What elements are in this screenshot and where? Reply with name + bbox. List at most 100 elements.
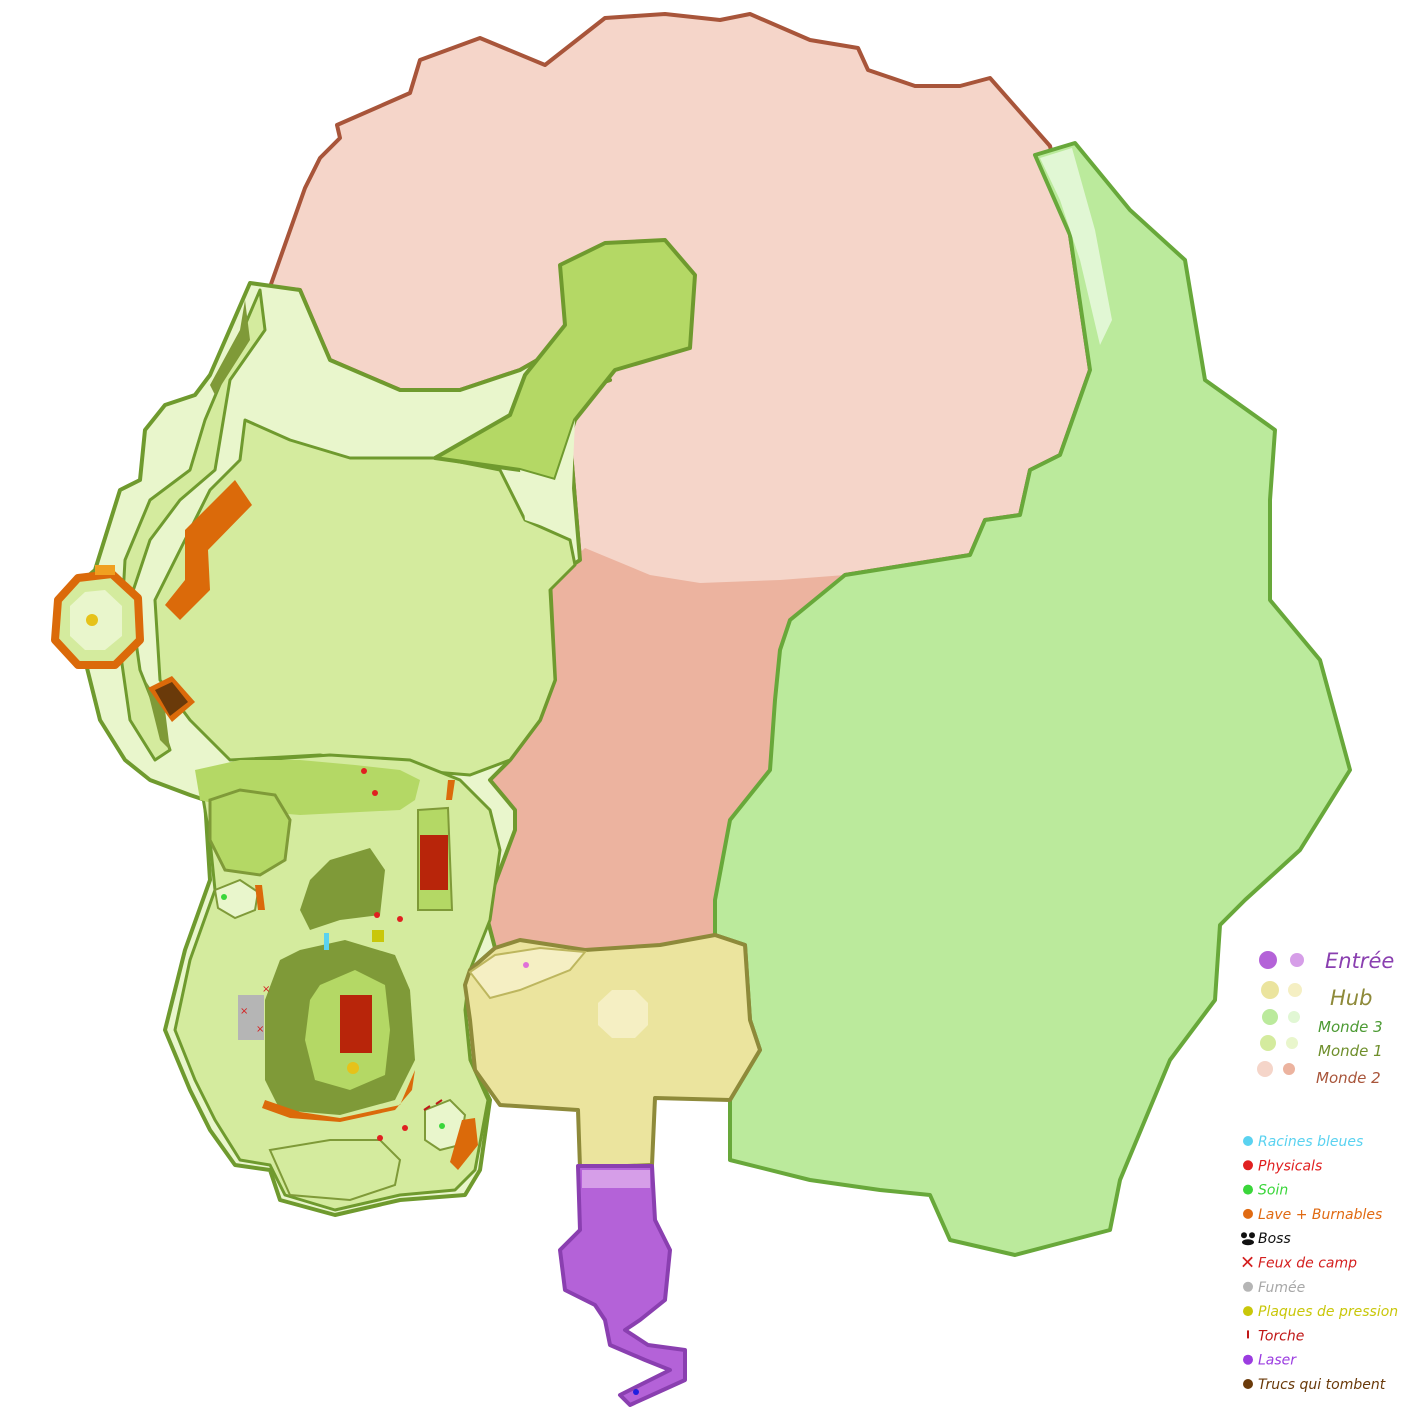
monde-3-highlight [1040,148,1112,345]
legend-item-label: Boss [1258,1231,1291,1247]
legend-item: Trucs qui tombent [1243,1377,1386,1393]
lava-marker [95,565,115,575]
smoke-area [238,995,264,1040]
legend-region-monde-2: Monde 2 [1257,1061,1381,1087]
physicals-dot [372,790,378,796]
physicals-dot [374,912,380,918]
soin-dot [439,1123,445,1129]
legend-item-label: Feux de camp [1258,1256,1357,1272]
monde-1-north-mound [300,848,385,930]
monde-1-dark-ridge [210,300,250,395]
physicals-dot [402,1125,408,1131]
pressure-plate-marker [372,930,384,942]
legend-item-label: Trucs qui tombent [1258,1377,1386,1393]
hub-area [463,933,762,1170]
monde-1-dark-ridge-2 [145,680,170,750]
legend-swatch-light [1286,1037,1298,1049]
legend-item: Soin [1243,1183,1288,1199]
physicals-dot [377,1135,383,1141]
legend-region-label: Monde 2 [1316,1069,1381,1087]
monde-1-small-room [213,878,260,920]
monde-1-bridge-light [520,420,575,535]
lava-features [165,480,478,1170]
legend-item: Fumée [1243,1280,1305,1296]
legend-swatch-dark [1261,981,1279,999]
legend-region-label: Entrée [1325,949,1394,973]
entree-zone [558,1164,687,1407]
legend-item: ✕ Feux de camp [1240,1253,1357,1274]
legend-item: Racines bleues [1243,1134,1363,1150]
lava-strip-south [450,1118,478,1170]
hub-zone [463,933,762,1170]
legend-item-label: Lave + Burnables [1258,1207,1382,1223]
laser-dot [633,1389,639,1395]
legend-region-label: Monde 3 [1318,1018,1383,1036]
soin-dot [221,894,227,900]
legend-item: Lave + Burnables [1243,1207,1382,1223]
falling-block-fill [155,682,188,716]
dot-icon [1243,1184,1253,1195]
monde-3-zone [713,141,1352,1257]
monde-1-lower-rooms [268,1139,402,1202]
legend-region-label: Monde 1 [1318,1042,1383,1060]
octagon-tower [51,565,144,669]
legend-swatch-light [1288,983,1302,997]
pressure-plate-icon [86,614,98,626]
legend-swatch-light [1283,1063,1295,1075]
campfire-marker: × [240,1006,248,1017]
legend-swatch-dark [1262,1009,1278,1025]
legend-swatch-light [1290,953,1304,967]
monde-1-round-room [208,788,292,877]
red-block-center [340,995,372,1053]
entree-area [558,1164,687,1407]
legend-region-monde-1: Monde 1 [1260,1035,1383,1060]
legend-items: Racines bleues Physicals Soin Lave + Burnab… [1240,1134,1398,1393]
dot-icon [1243,1136,1253,1146]
campfire-marker: × [262,984,270,995]
legend-item-label: Plaques de pression [1258,1304,1398,1320]
legend-item: Physicals [1243,1158,1322,1174]
monde-2-lower-area [485,548,845,950]
torch-marker [435,1099,443,1105]
red-block-east [420,835,448,890]
legend-swatch-dark [1259,951,1277,969]
lava-strip [165,480,252,620]
entrance-pink-dot [523,962,529,968]
dot-icon [1243,1354,1253,1365]
legend-region-label: Hub [1330,986,1372,1010]
legend-item-label: Physicals [1258,1158,1322,1174]
legend-region-hub: Hub [1261,981,1372,1010]
markers: × × × [221,768,445,1141]
legend-item: Boss [1241,1231,1291,1247]
physicals-dot [361,768,367,774]
lava-strip-west [255,885,265,910]
physicals-dot [397,916,403,922]
pressure-plate-marker-2 [347,1062,359,1074]
legend-swatch-light [1288,1011,1300,1023]
dot-icon [1243,1281,1253,1292]
legend: Entrée Hub Monde 3 Monde 1 Monde 2 Racin… [1240,949,1398,1393]
legend-item-label: Laser [1258,1353,1297,1369]
torch-marker [423,1105,431,1111]
torch-icon [1247,1330,1249,1339]
blue-roots-marker [324,933,329,950]
legend-region-entree: Entrée [1259,949,1394,973]
boss-icon [1241,1232,1255,1246]
falling-block [148,676,195,722]
legend-item: Laser [1243,1353,1297,1369]
legend-swatch-dark [1260,1035,1276,1051]
lava-strip-east [446,780,455,800]
legend-item-label: Soin [1258,1183,1288,1199]
campfire-marker: × [256,1024,264,1035]
dot-icon [1243,1160,1253,1171]
hub-center-platform [598,990,648,1038]
dot-icon [1243,1208,1253,1219]
monde-1-zone [53,238,697,1217]
legend-swatch-dark [1257,1061,1273,1077]
entree-light-strip [582,1170,650,1188]
legend-item: Torche [1247,1328,1304,1344]
dot-icon [1243,1306,1253,1317]
dot-icon [1243,1379,1253,1389]
legend-item-label: Fumée [1258,1280,1305,1296]
